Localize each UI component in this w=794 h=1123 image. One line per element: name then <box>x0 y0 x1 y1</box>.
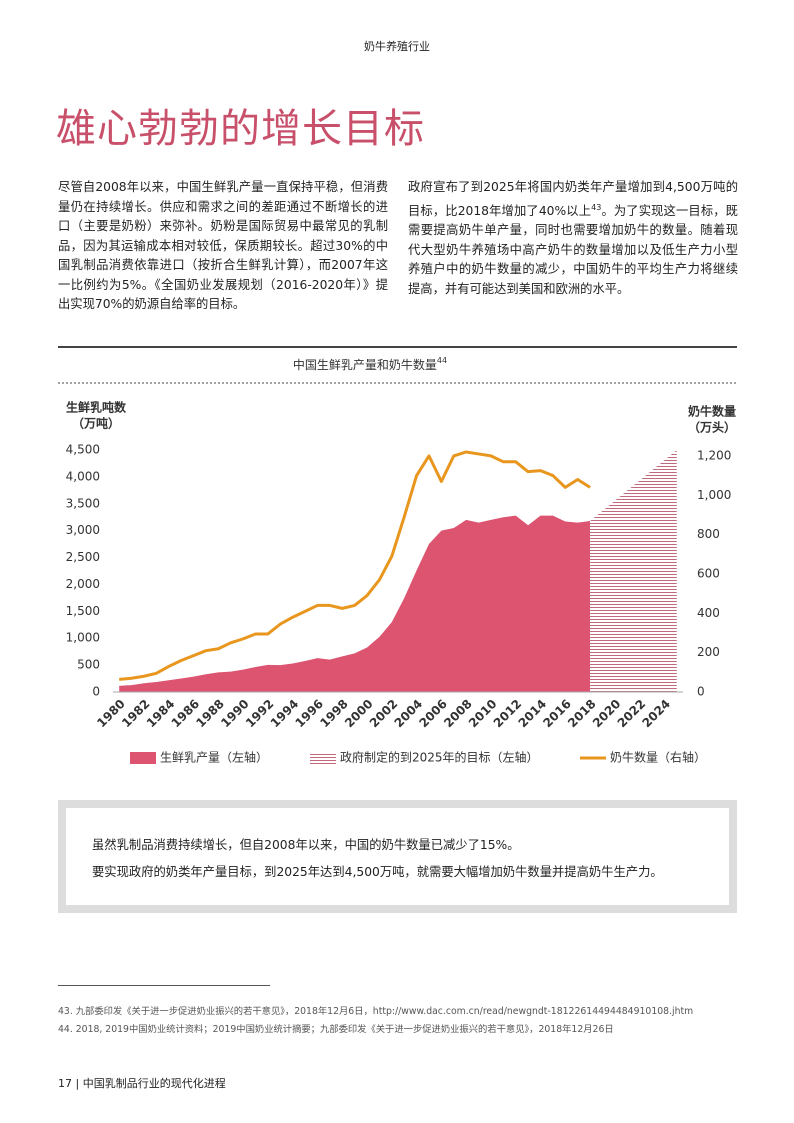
footnote-ref: 44 <box>437 356 447 365</box>
x-tick-label: 2024 <box>639 697 673 731</box>
y-tick-label: 2,000 <box>66 577 100 591</box>
y2-tick-label: 200 <box>697 645 720 659</box>
page-title: 雄心勃勃的增长目标 <box>56 106 425 152</box>
footer-text: 中国乳制品行业的现代化进程 <box>82 1077 226 1090</box>
y-axis-label: （万吨） <box>72 416 120 431</box>
paragraph: 政府宣布了到2025年将国内奶类年产量增加到4,500万吨的目标，比2018年增… <box>408 178 738 299</box>
y-tick-label: 2,500 <box>66 550 100 564</box>
legend-label: 生鲜乳产量（左轴） <box>160 750 268 765</box>
footnote: 43. 九部委印发《关于进一步促进奶业振兴的若干意见》，2018年12月6日，h… <box>58 1006 694 1017</box>
y-axis-label: 生鲜乳吨数 <box>66 400 127 415</box>
title-text: 中国生鲜乳产量和奶牛数量 <box>293 357 437 372</box>
chart: 中国生鲜乳产量和奶牛数量44 生鲜乳吨数 （万吨） 奶牛数量 （万头） 0 500… <box>58 346 737 765</box>
y2-tick-label: 600 <box>697 566 720 580</box>
text: 政府宣布了到2025年将国内奶类年产量增加到4,500万吨的目标，比2018年增… <box>408 180 738 218</box>
line <box>119 450 591 681</box>
legend-item: 政府制定的到2025年的目标（左轴） <box>310 750 539 765</box>
y-tick-label: 500 <box>77 658 100 672</box>
y-tick-label: 4,000 <box>66 469 100 483</box>
footnote-rule <box>58 985 270 986</box>
footnote-ref: 43 <box>591 202 602 212</box>
text: 尽管自2008年以来，中国生鲜乳产量一直保持平稳，但消费量仍在持续增长。供应和需… <box>58 180 388 311</box>
page-number: 17 <box>58 1077 72 1090</box>
chart-title: 中国生鲜乳产量和奶牛数量44 <box>293 356 447 372</box>
y-tick-label: 1,500 <box>66 604 100 618</box>
y-tick-label: 3,000 <box>66 523 100 537</box>
callout-box: 虽然乳制品消费持续增长，但自2008年以来，中国的奶牛数量已减少了15%。 要实… <box>58 800 737 913</box>
legend-item: 生鲜乳产量（左轴） <box>130 750 268 765</box>
y-tick-label: 4,500 <box>66 443 100 457</box>
legend-label: 政府制定的到2025年的目标（左轴） <box>340 750 539 765</box>
y2-tick-label: 400 <box>697 606 720 620</box>
footnote: 44. 2018, 2019中国奶业统计资料；2019中国奶业统计摘要；九部委印… <box>58 1024 614 1035</box>
callout-text: 虽然乳制品消费持续增长，但自2008年以来，中国的奶牛数量已减少了15%。 <box>92 838 520 852</box>
legend-label: 奶牛数量（右轴） <box>610 750 706 765</box>
y2-tick-label: 1,000 <box>697 488 731 502</box>
page-footer: 17 | 中国乳制品行业的现代化进程 <box>58 1077 226 1090</box>
area <box>119 515 591 692</box>
legend-item: 奶牛数量（右轴） <box>580 750 706 765</box>
y-tick-label: 0 <box>92 685 100 699</box>
y2-tick-label: 0 <box>697 685 705 699</box>
running-header: 奶牛养殖行业 <box>364 40 430 53</box>
y2-axis-label: 奶牛数量 <box>688 404 736 419</box>
area <box>590 450 677 692</box>
y-tick-label: 3,500 <box>66 496 100 510</box>
y-tick-label: 1,000 <box>66 631 100 645</box>
legend-swatch <box>130 752 156 764</box>
y2-axis-label: （万头） <box>688 420 736 435</box>
paragraph: 尽管自2008年以来，中国生鲜乳产量一直保持平稳，但消费量仍在持续增长。供应和需… <box>58 178 388 315</box>
y2-tick-label: 1,200 <box>697 448 731 462</box>
y2-tick-label: 800 <box>697 527 720 541</box>
callout-text: 要实现政府的奶类年产量目标，到2025年达到4,500万吨，就需要大幅增加奶牛数… <box>92 865 663 879</box>
legend-swatch <box>310 752 336 764</box>
text: 。为了实现这一目标，既需要提高奶牛单产量，同时也需要增加奶牛的数量。随着现代大型… <box>408 203 738 296</box>
